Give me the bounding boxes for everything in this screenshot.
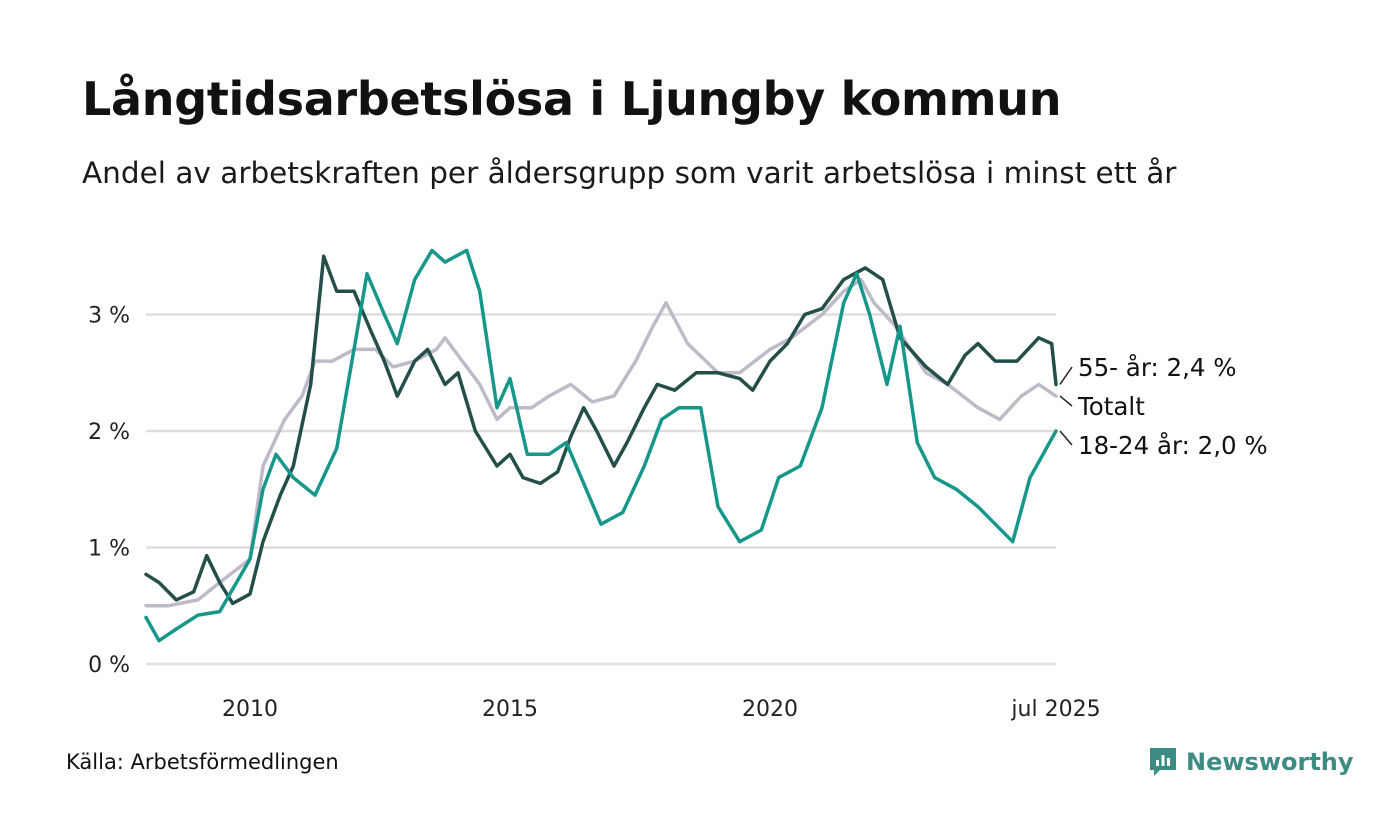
end-labels: Totalt 55- år: 2,4 % 18-24 år: 2,0 % bbox=[1059, 353, 1268, 460]
series-lines bbox=[144, 248, 1058, 643]
y-tick-label: 1 % bbox=[88, 537, 130, 562]
series-end-label: 55- år: 2,4 % bbox=[1078, 353, 1237, 382]
series-line-55-r bbox=[144, 254, 1058, 606]
x-tick-label: 2015 bbox=[482, 697, 538, 722]
y-tick-label: 3 % bbox=[88, 304, 130, 329]
gridlines bbox=[146, 313, 1056, 666]
series-line-18-24-r bbox=[144, 248, 1058, 643]
source-note: Källa: Arbetsförmedlingen bbox=[66, 750, 339, 774]
leader-line bbox=[1059, 395, 1073, 407]
x-axis-ticks: 2010 2015 2020 jul 2025 bbox=[222, 697, 1101, 722]
brand-logo: Newsworthy bbox=[1148, 744, 1354, 780]
chart-title: Långtidsarbetslösa i Ljungby kommun bbox=[82, 72, 1062, 126]
brand-name: Newsworthy bbox=[1186, 748, 1354, 776]
leader-line bbox=[1059, 366, 1073, 385]
leader-line bbox=[1059, 430, 1073, 446]
series-line-totalt bbox=[144, 277, 1058, 608]
y-axis-ticks: 0 % 1 % 2 % 3 % bbox=[88, 304, 130, 679]
x-tick-label: 2020 bbox=[742, 697, 798, 722]
y-tick-label: 0 % bbox=[88, 653, 130, 678]
y-tick-label: 2 % bbox=[88, 420, 130, 445]
x-tick-label: 2010 bbox=[222, 697, 278, 722]
series-end-label: 18-24 år: 2,0 % bbox=[1078, 431, 1268, 460]
series-end-label: Totalt bbox=[1077, 392, 1145, 421]
newsworthy-logo-icon bbox=[1150, 748, 1176, 776]
x-tick-label: jul 2025 bbox=[1010, 697, 1100, 722]
chart-subtitle: Andel av arbetskraften per åldersgrupp s… bbox=[82, 156, 1177, 190]
